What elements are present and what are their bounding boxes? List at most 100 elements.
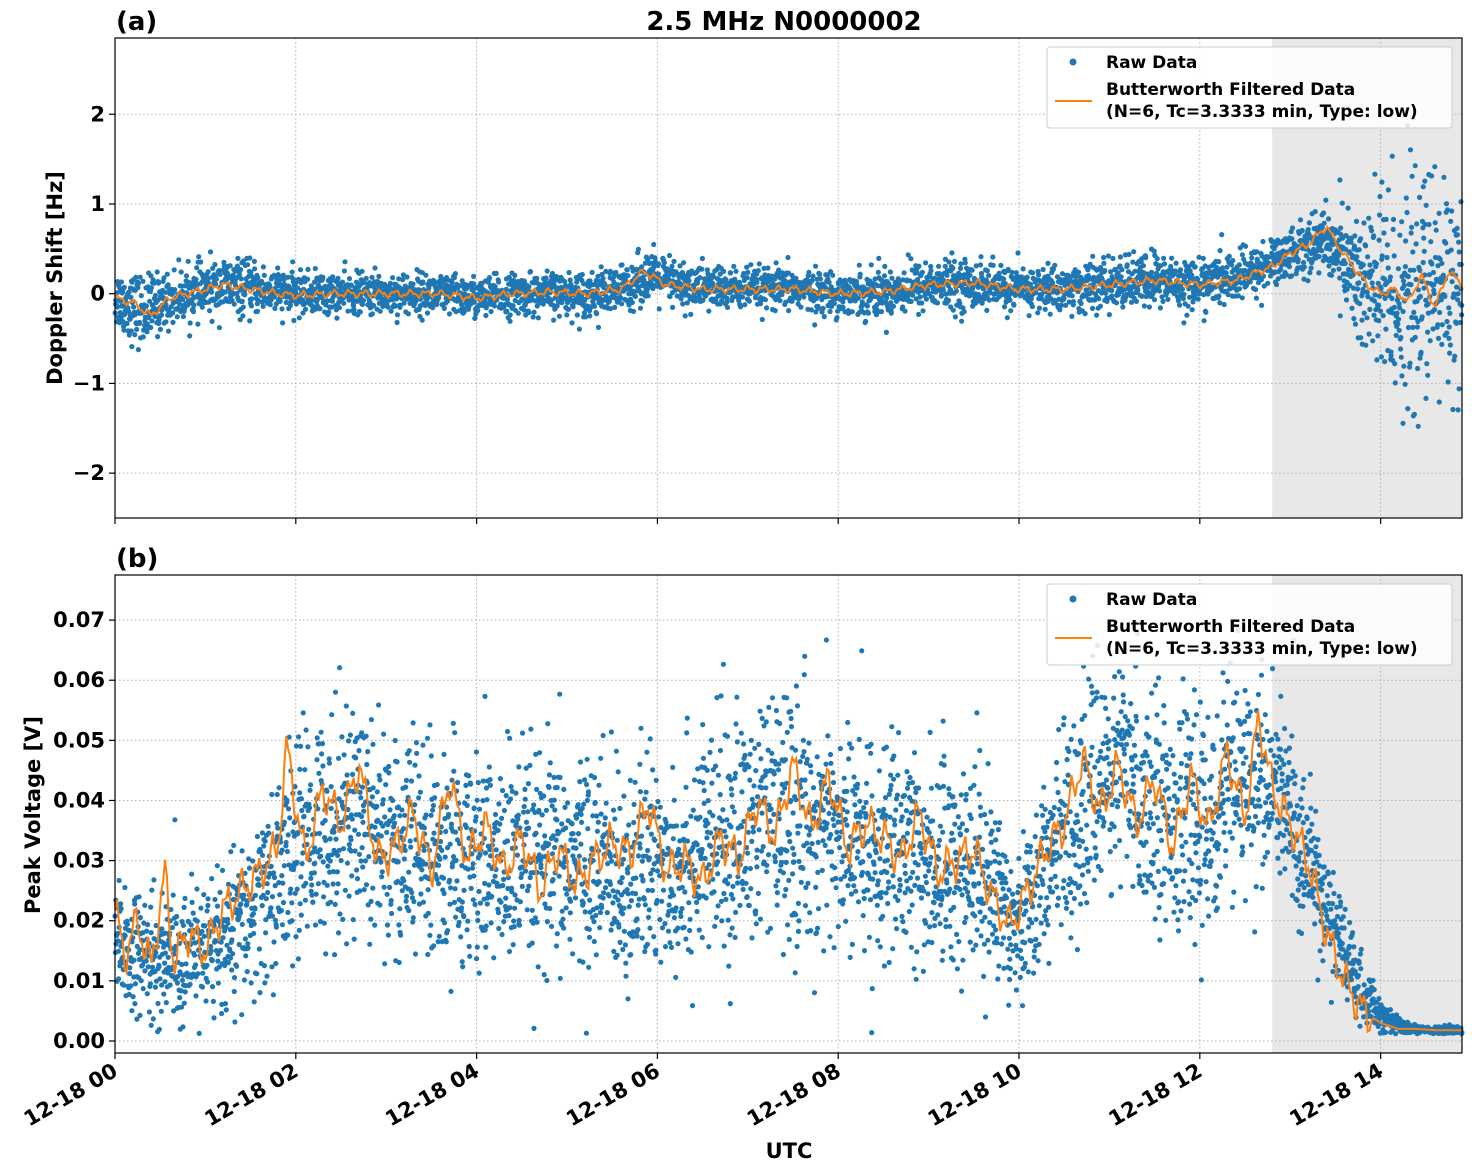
raw-data-point — [1316, 253, 1322, 260]
raw-data-point — [464, 282, 470, 288]
raw-data-point — [919, 300, 925, 306]
y-tick-label: 1 — [90, 192, 105, 216]
raw-data-point — [1417, 293, 1423, 300]
raw-data-point — [744, 275, 750, 281]
raw-data-point — [1446, 305, 1452, 311]
raw-data-point — [1366, 215, 1372, 221]
raw-data-point — [630, 308, 637, 314]
raw-data-point — [1040, 266, 1046, 273]
raw-data-point — [671, 258, 677, 264]
raw-data-point — [342, 259, 348, 265]
raw-data-point — [335, 930, 342, 936]
raw-data-point — [254, 833, 260, 840]
raw-data-point — [1401, 363, 1407, 369]
raw-data-points-a — [112, 122, 1465, 429]
raw-data-point — [174, 980, 180, 986]
raw-data-point — [385, 304, 391, 310]
raw-data-point — [600, 275, 606, 281]
raw-data-point — [670, 304, 676, 310]
raw-data-point — [1412, 163, 1418, 169]
raw-data-point — [312, 279, 318, 285]
raw-data-point — [1299, 227, 1305, 234]
raw-data-point — [785, 254, 791, 261]
raw-data-point — [1321, 220, 1327, 226]
raw-data-point — [682, 313, 688, 319]
raw-data-point — [300, 310, 306, 316]
raw-data-point — [341, 268, 347, 274]
raw-data-point — [759, 316, 765, 323]
raw-data-point — [319, 751, 325, 757]
raw-data-point — [320, 274, 326, 280]
raw-data-point — [1398, 334, 1404, 341]
raw-data-point — [1447, 310, 1453, 316]
raw-data-point — [299, 861, 305, 867]
raw-data-point — [338, 857, 344, 864]
raw-data-point — [328, 899, 334, 905]
raw-data-point — [1061, 296, 1067, 302]
raw-data-point — [1265, 280, 1271, 286]
raw-data-point — [302, 767, 308, 773]
raw-data-point — [324, 298, 330, 304]
raw-data-point — [304, 923, 310, 929]
raw-data-point — [260, 303, 266, 309]
raw-data-point — [565, 306, 572, 312]
raw-data-point — [990, 262, 996, 268]
raw-data-point — [1117, 254, 1123, 260]
raw-data-point — [594, 311, 600, 317]
raw-data-point — [314, 757, 320, 763]
raw-data-point — [1179, 286, 1186, 292]
raw-data-point — [1278, 266, 1284, 272]
raw-data-point — [1118, 274, 1124, 280]
raw-data-point — [163, 1000, 169, 1006]
raw-data-point — [1219, 232, 1225, 238]
raw-data-point — [157, 976, 163, 982]
raw-data-point — [1342, 260, 1348, 266]
raw-data-point — [198, 259, 204, 265]
raw-data-point — [341, 300, 347, 306]
raw-data-point — [1052, 262, 1058, 268]
raw-data-point — [170, 319, 176, 325]
raw-data-point — [303, 880, 309, 886]
raw-data-point — [1380, 313, 1386, 319]
raw-data-point — [438, 273, 444, 280]
raw-data-point — [1020, 266, 1026, 272]
raw-data-point — [392, 303, 398, 309]
raw-data-point — [724, 304, 731, 310]
raw-data-point — [194, 886, 200, 892]
raw-data-point — [1411, 267, 1417, 273]
raw-data-point — [405, 311, 411, 317]
raw-data-point — [1458, 261, 1464, 268]
raw-data-point — [801, 294, 807, 300]
raw-data-point — [147, 981, 153, 987]
raw-data-point — [483, 312, 489, 319]
raw-data-point — [990, 254, 996, 260]
raw-data-point — [810, 273, 816, 279]
raw-data-point — [287, 815, 293, 821]
raw-data-point — [137, 915, 143, 921]
raw-data-point — [1345, 205, 1351, 211]
raw-data-point — [127, 971, 133, 977]
raw-data-point — [1286, 264, 1292, 270]
raw-data-point — [875, 269, 881, 275]
raw-data-point — [332, 901, 338, 908]
raw-data-point — [1369, 268, 1375, 274]
raw-data-point — [351, 307, 357, 313]
raw-data-point — [173, 920, 179, 927]
raw-data-point — [335, 852, 341, 859]
raw-data-point — [1426, 221, 1432, 228]
raw-data-point — [1424, 361, 1430, 367]
raw-data-point — [122, 884, 128, 891]
raw-data-point — [154, 269, 160, 275]
raw-data-point — [834, 315, 840, 321]
raw-data-point — [1366, 331, 1372, 337]
raw-data-point — [856, 262, 862, 268]
raw-data-point — [236, 272, 242, 278]
raw-data-point — [118, 279, 124, 285]
raw-data-point — [148, 273, 154, 279]
raw-data-point — [208, 289, 215, 295]
raw-data-point — [176, 300, 182, 307]
raw-data-point — [214, 863, 220, 869]
raw-data-point — [114, 304, 120, 310]
raw-data-point — [357, 309, 363, 315]
raw-data-point — [1409, 224, 1415, 230]
